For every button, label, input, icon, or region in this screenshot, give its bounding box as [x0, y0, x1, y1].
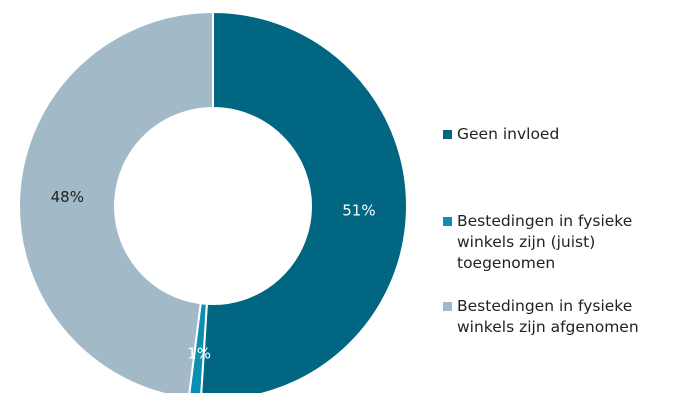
- legend-swatch: [443, 217, 452, 226]
- legend-item-geen-invloed: Geen invloed: [443, 124, 559, 145]
- legend-label: Bestedingen in fysieke winkels zijn (jui…: [457, 212, 633, 272]
- data-label-geen-invloed: 51%: [342, 202, 375, 220]
- legend-label: Bestedingen in fysieke winkels zijn afge…: [457, 297, 639, 336]
- legend-swatch: [443, 130, 452, 139]
- legend-swatch: [443, 302, 452, 311]
- data-label-afgenomen: 48%: [51, 188, 84, 206]
- donut-slices: [18, 10, 408, 393]
- slice-afgenomen: [18, 10, 214, 393]
- data-label-toegenomen: 1%: [187, 344, 211, 362]
- legend-item-afgenomen: Bestedingen in fysieke winkels zijn afge…: [443, 296, 639, 338]
- slice-geen-invloed: [200, 10, 408, 393]
- legend-label: Geen invloed: [457, 125, 560, 143]
- donut-data-labels: 51% 1% 48%: [51, 188, 376, 363]
- legend-item-toegenomen: Bestedingen in fysieke winkels zijn (jui…: [443, 211, 632, 274]
